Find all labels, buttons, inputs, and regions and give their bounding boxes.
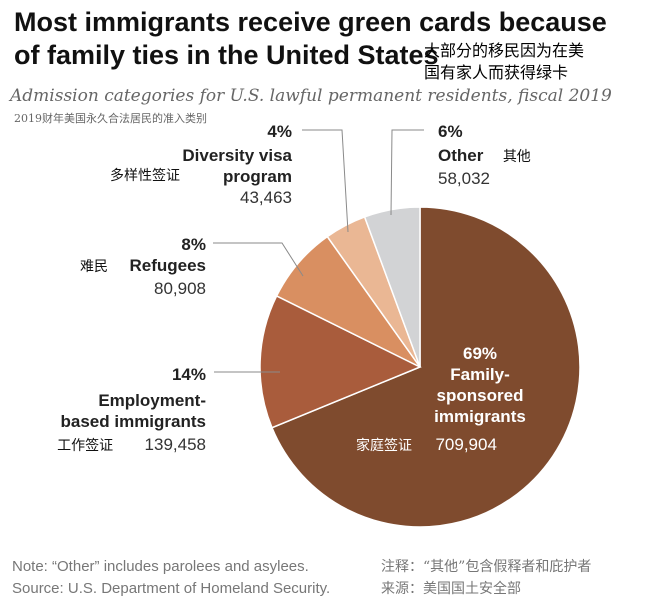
leader-line-diversity	[302, 129, 349, 233]
other-label: Other	[438, 146, 484, 165]
pie-slice-employment	[259, 294, 422, 429]
chart-subtitle: Admission categories for U.S. lawful per…	[10, 86, 612, 106]
chart-title-cn-line2: 国有家人而获得绿卡	[424, 63, 569, 82]
note-text: Note: “Other” includes parolees and asyl…	[12, 558, 309, 575]
family-percent: 69%	[462, 344, 498, 363]
diversity-label-cn: 多样性签证	[110, 168, 180, 184]
employment-percent: 14%	[171, 365, 206, 384]
footnotes: Note: “Other” includes parolees and asyl…	[12, 556, 330, 600]
slice-label-family: 69% Family- sponsored immigrants	[420, 343, 540, 427]
diversity-value: 43,463	[240, 188, 292, 207]
family-value-row: 家庭签证 709,904	[356, 434, 497, 457]
employment-label-line1: Employment-	[98, 391, 206, 410]
chart-subtitle-cn: 2019财年美国永久合法居民的准入类别	[14, 112, 207, 125]
family-label-line2: sponsored	[436, 386, 524, 405]
leader-line-refugees	[213, 242, 304, 277]
chart-title-cn-line1: 大部分的移民因为在美	[424, 41, 585, 60]
slice-label-employment: 14% Employment- based immigrants	[40, 364, 207, 432]
pie-slice-family	[270, 206, 581, 528]
chart-title-cn: 大部分的移民因为在美 国有家人而获得绿卡	[424, 40, 639, 84]
diversity-label-line2: program	[223, 167, 292, 186]
diversity-percent: 4%	[267, 122, 292, 141]
diversity-label-line1: Diversity visa	[182, 146, 292, 165]
family-value: 709,904	[435, 435, 497, 454]
refugees-value: 80,908	[154, 279, 206, 298]
refugees-label-cn: 难民	[80, 259, 108, 275]
employment-value-row: 工作签证 139,458	[40, 434, 206, 457]
employment-label-cn: 工作签证	[57, 438, 114, 454]
other-label-cn: 其他	[502, 149, 531, 165]
note-text-cn: 注释：“其他”包含假释者和庇护者	[381, 559, 592, 575]
family-label-line3: immigrants	[434, 407, 526, 426]
leader-line-other	[390, 129, 424, 216]
pie-slice-other	[363, 206, 421, 368]
slice-label-other: 6% Other 其他 58,032	[438, 121, 608, 189]
employment-label-line2: based immigrants	[60, 412, 207, 431]
other-name-row: Other 其他	[438, 145, 608, 168]
source-text: Source: U.S. Department of Homeland Secu…	[12, 580, 331, 597]
refugees-percent: 8%	[181, 235, 206, 254]
refugees-label: Refugees	[129, 256, 206, 275]
refugees-name-row: 难民 Refugees	[40, 255, 206, 278]
family-label-line1: Family-	[450, 365, 510, 384]
footnotes-cn: 注释：“其他”包含假释者和庇护者 来源：美国国土安全部	[381, 556, 591, 600]
slice-label-diversity: 4% Diversity visa program 43,463	[100, 121, 292, 208]
source-text-cn: 来源：美国国土安全部	[381, 581, 521, 597]
employment-value: 139,458	[144, 435, 206, 454]
family-label-cn: 家庭签证	[356, 438, 412, 454]
other-percent: 6%	[438, 122, 463, 141]
chart-title: Most immigrants receive green cards beca…	[14, 7, 607, 70]
other-value: 58,032	[438, 169, 490, 188]
slice-label-refugees: 8% 难民 Refugees 80,908	[40, 234, 206, 299]
